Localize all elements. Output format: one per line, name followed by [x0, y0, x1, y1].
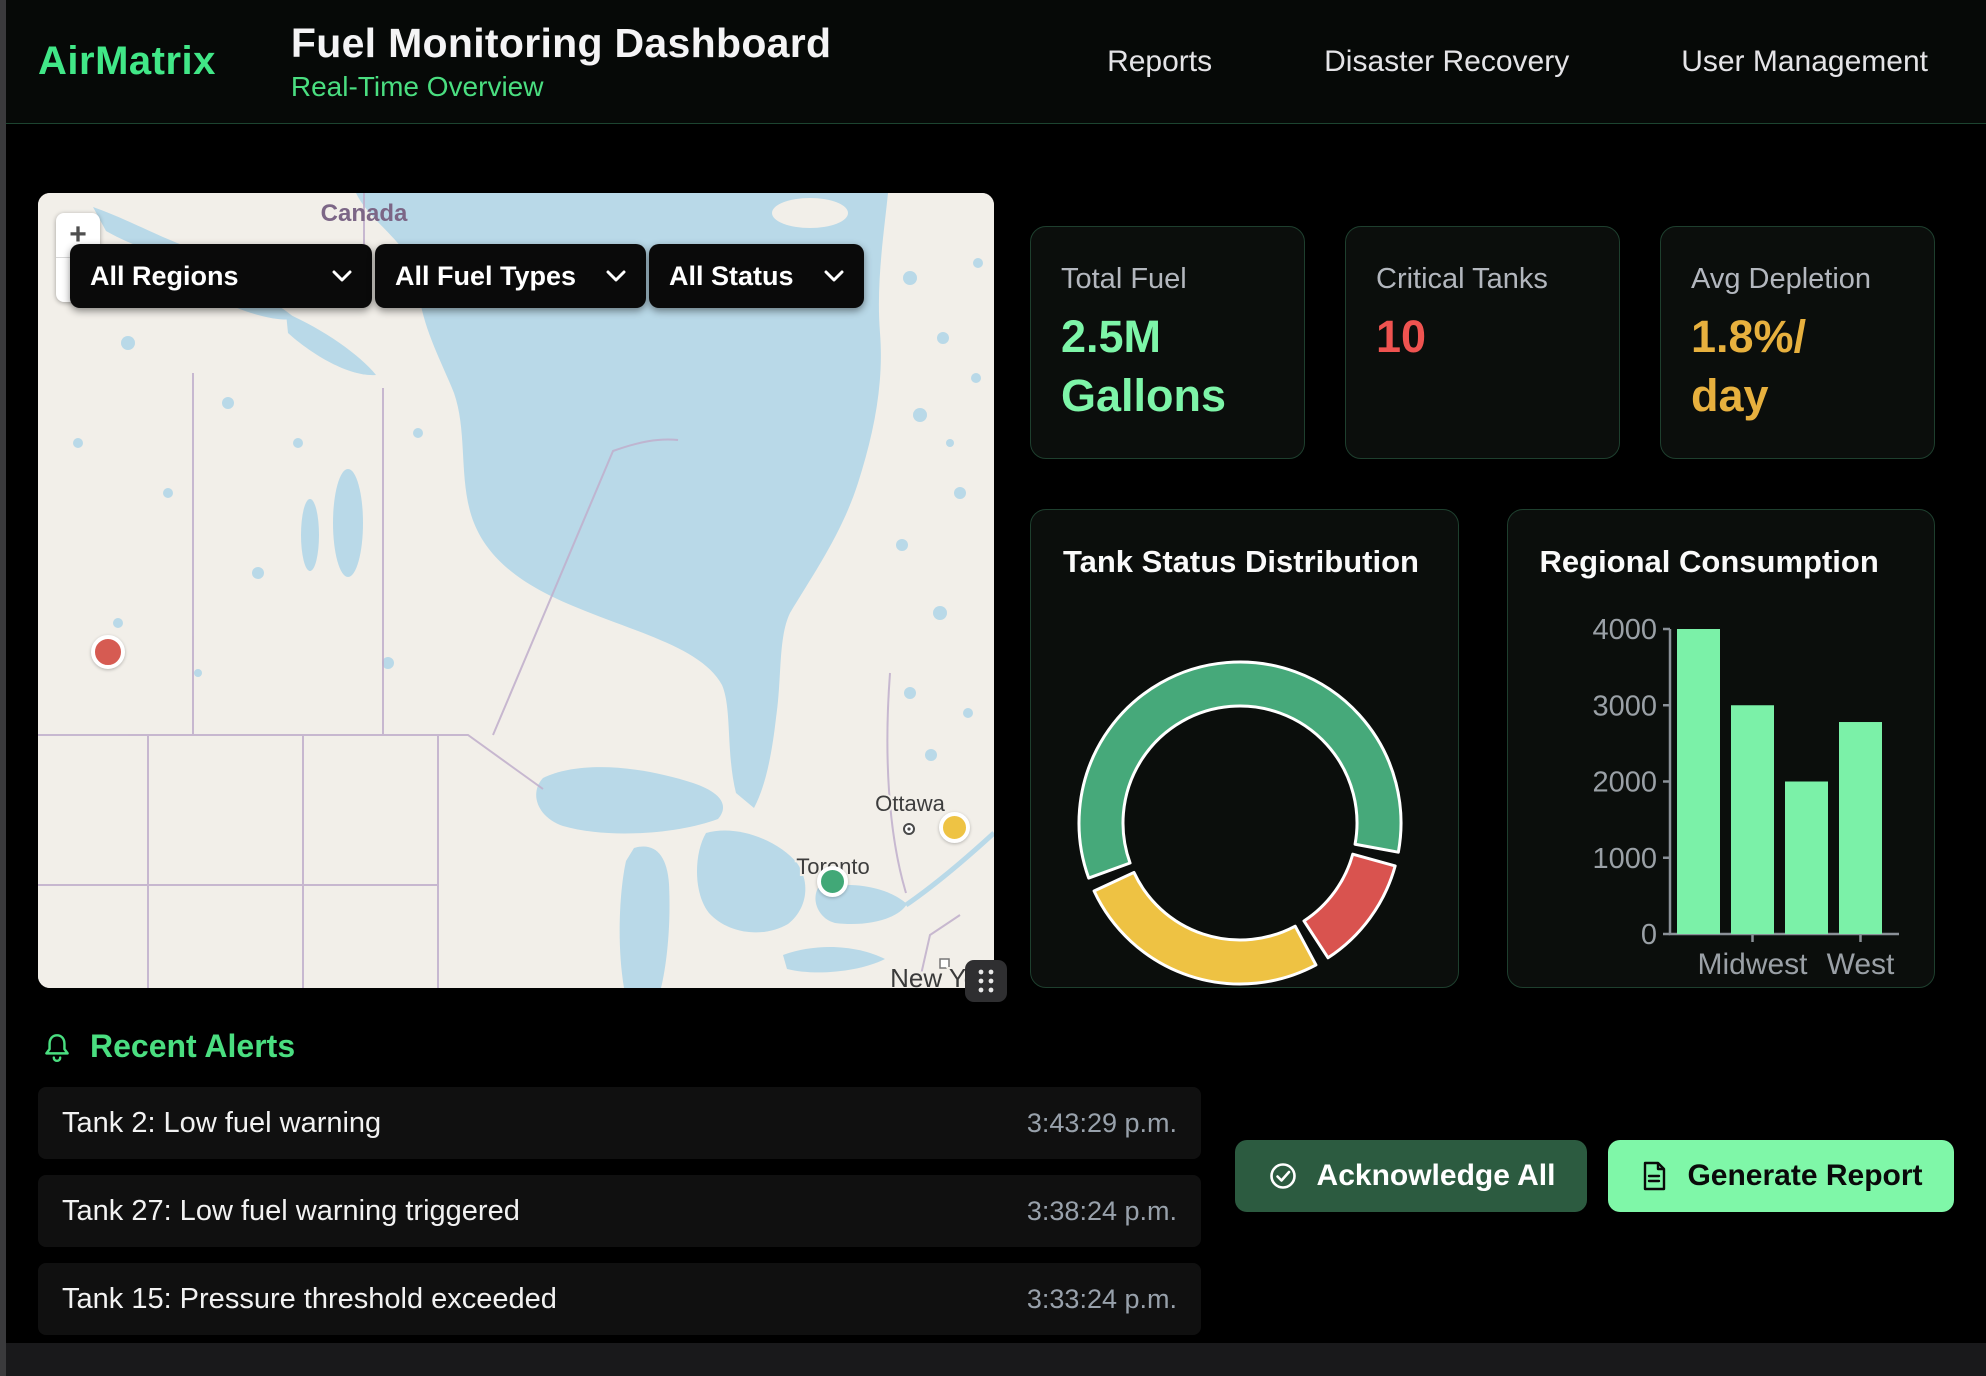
stat-value-total-fuel: 2.5M Gallons: [1061, 311, 1227, 421]
regional-consumption-card: Regional Consumption 0 1000 2000 3000 4000 Mi…: [1506, 509, 1935, 988]
map-graphic: Canada Ottawa Toronto New York: [38, 193, 994, 988]
alerts-header: Recent Alerts: [38, 1028, 1954, 1065]
drag-handle[interactable]: [965, 960, 1007, 1002]
top-bar: AirMatrix Fuel Monitoring Dashboard Real…: [0, 0, 1986, 124]
alerts-heading: Recent Alerts: [90, 1028, 296, 1064]
generate-report-button[interactable]: Generate Report: [1608, 1140, 1954, 1212]
fuel-type-filter-value: All Fuel Types: [395, 260, 577, 291]
map-panel: Canada Ottawa Toronto New York + − All R…: [38, 193, 1007, 1002]
alert-actions: Acknowledge All Generate Report: [1235, 1140, 1954, 1212]
status-filter-value: All Status: [669, 260, 794, 291]
map-canvas[interactable]: Canada Ottawa Toronto New York + −: [38, 193, 994, 988]
regions-filter-dropdown[interactable]: All Regions: [70, 244, 372, 308]
map-label-ottawa: Ottawa: [875, 791, 945, 816]
bell-icon: [45, 1033, 69, 1062]
alert-time: 3:33:24 p.m.: [1026, 1283, 1177, 1314]
tank-marker-warning[interactable]: [939, 812, 970, 843]
newyork-city-icon: [939, 958, 950, 969]
chevron-down-icon: [332, 270, 352, 282]
tank-marker-normal[interactable]: [817, 866, 848, 897]
svg-text:0: 0: [1640, 919, 1656, 951]
tank-status-card: Tank Status Distribution: [1030, 509, 1459, 988]
tank-marker-critical[interactable]: [91, 635, 125, 669]
fuel-type-filter-dropdown[interactable]: All Fuel Types: [375, 244, 646, 308]
generate-report-label: Generate Report: [1687, 1159, 1923, 1192]
alert-row[interactable]: Tank 15: Pressure threshold exceeded 3:3…: [38, 1263, 1201, 1335]
right-column: Total Fuel 2.5M Gallons Critical Tanks 1…: [1030, 226, 1935, 988]
map-filters: All Regions All Fuel Types All Status: [70, 244, 864, 308]
nav-reports[interactable]: Reports: [1107, 44, 1213, 78]
regions-filter-value: All Regions: [90, 260, 239, 291]
acknowledge-all-label: Acknowledge All: [1316, 1159, 1556, 1192]
grid-dots-icon: [978, 969, 994, 993]
footer-strip: [0, 1343, 1986, 1376]
svg-text:West: West: [1826, 948, 1894, 981]
svg-text:3000: 3000: [1592, 690, 1657, 722]
ottawa-city-icon-dot: [907, 827, 911, 831]
title-block: Fuel Monitoring Dashboard Real-Time Over…: [291, 20, 831, 103]
alert-text: Tank 15: Pressure threshold exceeded: [62, 1282, 557, 1315]
app-logo: AirMatrix: [38, 39, 216, 83]
svg-text:2000: 2000: [1592, 767, 1657, 799]
stat-card-critical-tanks: Critical Tanks 10: [1345, 226, 1620, 459]
alert-text: Tank 27: Low fuel warning triggered: [62, 1194, 520, 1227]
nav-user-management[interactable]: User Management: [1681, 44, 1928, 78]
alert-list: Tank 2: Low fuel warning 3:43:29 p.m. Ta…: [38, 1087, 1201, 1335]
stat-value-critical-tanks: 10: [1376, 311, 1427, 362]
alert-time: 3:43:29 p.m.: [1026, 1107, 1177, 1138]
alert-row[interactable]: Tank 2: Low fuel warning 3:43:29 p.m.: [38, 1087, 1201, 1159]
bar-chart-title: Regional Consumption: [1539, 544, 1879, 579]
map-label-canada: Canada: [321, 200, 408, 227]
recent-alerts-section: Recent Alerts Tank 2: Low fuel warning 3…: [38, 1028, 1954, 1351]
stat-card-avg-depletion: Avg Depletion 1.8%/ day: [1660, 226, 1935, 459]
chevron-down-icon: [824, 270, 844, 282]
status-filter-dropdown[interactable]: All Status: [649, 244, 864, 308]
donut-chart-title: Tank Status Distribution: [1063, 544, 1419, 579]
svg-text:1000: 1000: [1592, 843, 1657, 875]
svg-text:4000: 4000: [1592, 614, 1657, 646]
stat-value-avg-depletion: 1.8%/ day: [1691, 311, 1807, 421]
page-title: Fuel Monitoring Dashboard: [290, 20, 832, 66]
svg-text:Midwest: Midwest: [1697, 948, 1808, 981]
stats-row: Total Fuel 2.5M Gallons Critical Tanks 1…: [1030, 226, 1935, 459]
check-circle-icon: [1269, 1163, 1296, 1189]
main-nav: Reports Disaster Recovery User Managemen…: [1107, 45, 1928, 79]
page-subtitle: Real-Time Overview: [290, 71, 544, 102]
alert-time: 3:38:24 p.m.: [1026, 1195, 1177, 1226]
chevron-down-icon: [606, 270, 626, 282]
acknowledge-all-button[interactable]: Acknowledge All: [1235, 1140, 1587, 1212]
window-edge: [0, 0, 6, 1376]
nav-disaster-recovery[interactable]: Disaster Recovery: [1324, 44, 1570, 78]
charts-row: Tank Status Distribution Regional Consum…: [1030, 509, 1935, 988]
stat-label: Critical Tanks: [1376, 263, 1548, 295]
stat-label: Total Fuel: [1061, 263, 1187, 295]
tank-status-donut-chart: [1077, 660, 1403, 986]
document-icon: [1644, 1161, 1666, 1191]
alert-text: Tank 2: Low fuel warning: [62, 1106, 382, 1139]
regional-consumption-bar-chart: 0 1000 2000 3000 4000 Midwest West: [1592, 614, 1899, 981]
stat-label: Avg Depletion: [1691, 263, 1872, 295]
zoom-in-button[interactable]: +: [69, 218, 87, 251]
alert-row[interactable]: Tank 27: Low fuel warning triggered 3:38…: [38, 1175, 1201, 1247]
stat-card-total-fuel: Total Fuel 2.5M Gallons: [1030, 226, 1305, 459]
